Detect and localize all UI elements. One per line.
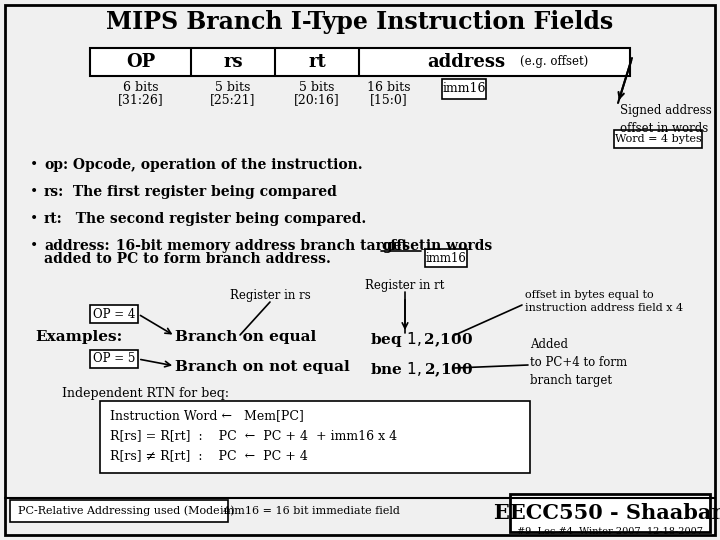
- Text: R[rs] = R[rt]  :    PC  ←  PC + 4  + imm16 x 4: R[rs] = R[rt] : PC ← PC + 4 + imm16 x 4: [110, 429, 397, 442]
- Bar: [90, 48, 630, 76]
- Text: PC-Relative Addressing used (Mode 4): PC-Relative Addressing used (Mode 4): [18, 506, 235, 516]
- Bar: [442, 79, 486, 99]
- Text: (e.g. offset): (e.g. offset): [521, 56, 589, 69]
- Text: R[rs] ≠ R[rt]  :    PC  ←  PC + 4: R[rs] ≠ R[rt] : PC ← PC + 4: [110, 449, 308, 462]
- Text: 6 bits: 6 bits: [122, 81, 158, 94]
- Text: MIPS Branch I-Type Instruction Fields: MIPS Branch I-Type Instruction Fields: [107, 10, 613, 34]
- Bar: [510, 494, 710, 532]
- Text: [25:21]: [25:21]: [210, 93, 256, 106]
- Text: address:: address:: [44, 239, 109, 253]
- Text: rt:: rt:: [44, 212, 63, 226]
- Text: OP = 5: OP = 5: [93, 353, 135, 366]
- Text: Added
to PC+4 to form
branch target: Added to PC+4 to form branch target: [530, 338, 627, 387]
- Text: OP: OP: [126, 53, 155, 71]
- Bar: [100, 401, 530, 473]
- Text: [15:0]: [15:0]: [370, 93, 408, 106]
- Text: The first register being compared: The first register being compared: [68, 185, 337, 199]
- Text: OP = 4: OP = 4: [93, 307, 135, 321]
- Text: 5 bits: 5 bits: [300, 81, 335, 94]
- Bar: [90, 350, 138, 368]
- Text: in words: in words: [421, 239, 492, 253]
- Text: rs:: rs:: [44, 185, 64, 199]
- Bar: [614, 130, 702, 148]
- Text: imm16: imm16: [426, 252, 467, 265]
- Text: •: •: [30, 239, 38, 253]
- Bar: [90, 305, 138, 323]
- Text: Independent RTN for beq:: Independent RTN for beq:: [62, 387, 229, 400]
- Text: Word = 4 bytes: Word = 4 bytes: [615, 134, 701, 144]
- Text: Opcode, operation of the instruction.: Opcode, operation of the instruction.: [68, 158, 363, 172]
- Bar: [10, 500, 228, 522]
- Text: •: •: [30, 212, 38, 226]
- Text: imm16 = 16 bit immediate field: imm16 = 16 bit immediate field: [220, 506, 400, 516]
- Text: rs: rs: [223, 53, 243, 71]
- Text: added to PC to form branch address.: added to PC to form branch address.: [44, 252, 331, 266]
- Text: beq $1,$2,100: beq $1,$2,100: [370, 330, 473, 349]
- Text: address: address: [428, 53, 505, 71]
- Text: offset in bytes equal to
instruction address field x 4: offset in bytes equal to instruction add…: [525, 290, 683, 313]
- Text: Examples:: Examples:: [35, 330, 122, 344]
- Text: 16 bits: 16 bits: [367, 81, 410, 94]
- Text: rt: rt: [308, 53, 326, 71]
- Text: The second register being compared.: The second register being compared.: [66, 212, 366, 226]
- Text: 16-bit memory address branch target: 16-bit memory address branch target: [106, 239, 413, 253]
- Text: •: •: [30, 158, 38, 172]
- Text: Instruction Word ←   Mem[PC]: Instruction Word ← Mem[PC]: [110, 409, 304, 422]
- Text: Signed address
offset in words: Signed address offset in words: [620, 104, 712, 135]
- Text: [31:26]: [31:26]: [117, 93, 163, 106]
- Text: Register in rs: Register in rs: [230, 289, 310, 302]
- Bar: [425, 249, 467, 267]
- Text: EECC550 - Shaaban: EECC550 - Shaaban: [494, 503, 720, 523]
- Text: offset: offset: [381, 239, 426, 253]
- Text: Register in rt: Register in rt: [365, 279, 445, 292]
- Text: op:: op:: [44, 158, 68, 172]
- Text: •: •: [30, 185, 38, 199]
- Text: bne $1,$2,100: bne $1,$2,100: [370, 360, 473, 379]
- Text: #9  Lec #4  Winter 2007  12-18-2007: #9 Lec #4 Winter 2007 12-18-2007: [517, 528, 703, 537]
- Text: Branch on equal: Branch on equal: [175, 330, 316, 344]
- Text: imm16: imm16: [442, 83, 486, 96]
- Text: [20:16]: [20:16]: [294, 93, 340, 106]
- Text: 5 bits: 5 bits: [215, 81, 251, 94]
- Text: Branch on not equal: Branch on not equal: [175, 360, 350, 374]
